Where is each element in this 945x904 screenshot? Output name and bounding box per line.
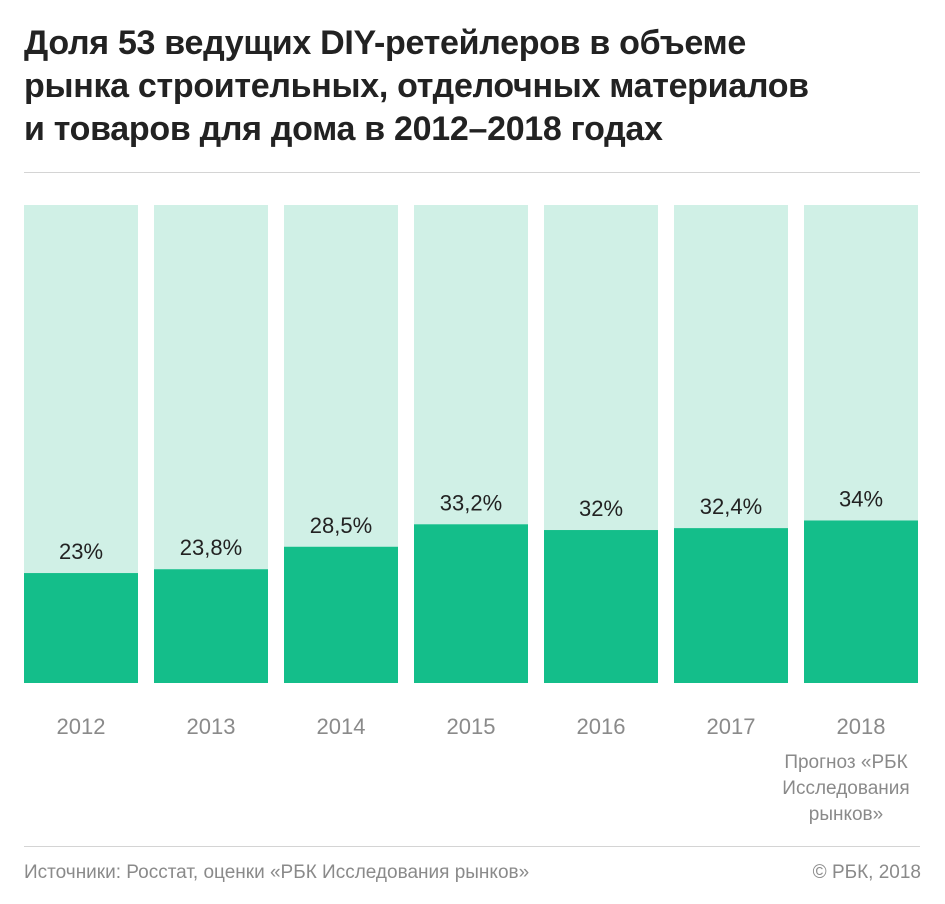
- x-tick-label: 2016: [577, 714, 626, 739]
- footer-divider: [24, 846, 920, 847]
- x-tick-label: 2018: [837, 714, 886, 739]
- copyright: © РБК, 2018: [812, 862, 921, 883]
- chart-title: Доля 53 ведущих DIY-ретейлеров в объеме …: [24, 24, 809, 148]
- data-label: 34%: [839, 486, 883, 511]
- data-label: 32,4%: [700, 494, 762, 519]
- data-label: 28,5%: [310, 513, 372, 538]
- x-tick-label: 2017: [707, 714, 756, 739]
- x-tick-label: 2012: [57, 714, 106, 739]
- data-label: 33,2%: [440, 490, 502, 515]
- data-label: 23%: [59, 539, 103, 564]
- bar-value: [284, 546, 398, 683]
- bar-value: [154, 569, 268, 683]
- x-tick-label: 2014: [317, 714, 366, 739]
- source-note: Источники: Росстат, оценки «РБК Исследов…: [24, 862, 530, 883]
- bar-value: [544, 530, 658, 683]
- bar-value: [24, 573, 138, 683]
- data-label: 23,8%: [180, 535, 242, 560]
- bar-value: [414, 524, 528, 683]
- bar-value: [804, 520, 918, 683]
- x-tick-label: 2015: [447, 714, 496, 739]
- forecast-note: Прогноз «РБК Исследования рынков»: [782, 752, 910, 825]
- x-tick-label: 2013: [187, 714, 236, 739]
- bar-value: [674, 528, 788, 683]
- title-divider: [24, 172, 920, 173]
- data-label: 32%: [579, 496, 623, 521]
